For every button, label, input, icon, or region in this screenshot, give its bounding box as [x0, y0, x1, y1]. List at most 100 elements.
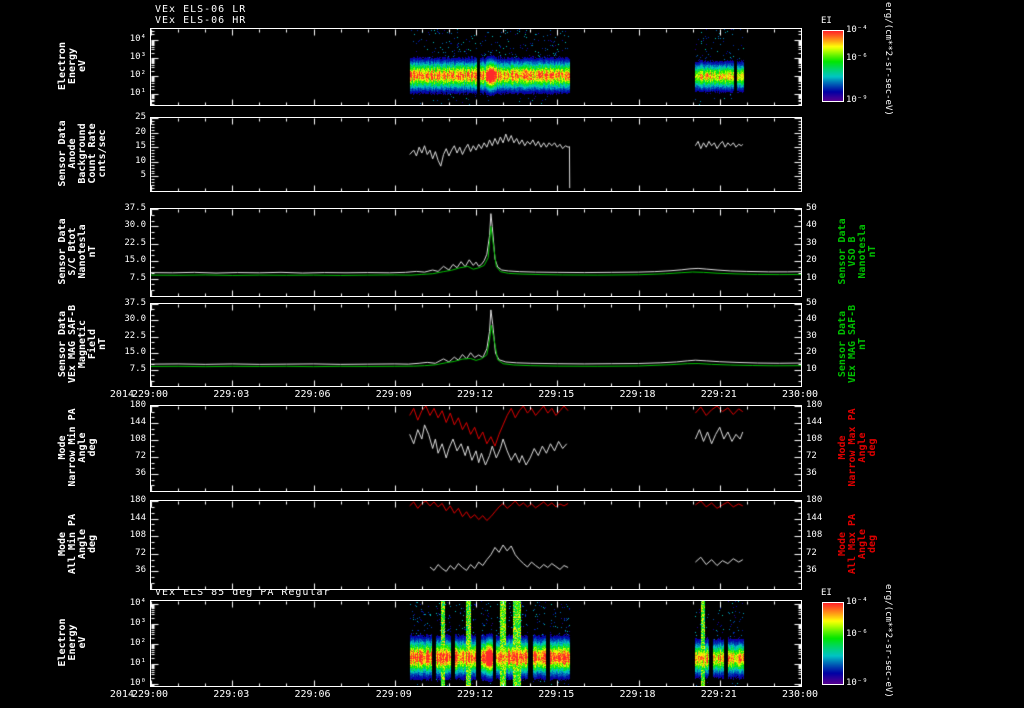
right-ytick-label: 10 — [806, 363, 817, 374]
panel1-title-els06-lr: VEx ELS-06 LR — [155, 4, 247, 15]
y-label-vex-mag-saf-b: Sensor Data VEx MAG SAF-B Magnetic Field… — [57, 304, 108, 384]
xtick-label: 229:03 — [213, 689, 250, 700]
y-label-sc-btot: Sensor Data S/C Btot Nanotesla nT — [57, 218, 98, 285]
right-ytick-label: 40 — [806, 314, 817, 325]
y-label-vso-b: Sensor Data VSO B Nanotesla nT — [837, 218, 878, 285]
ytick-label: 10 — [135, 155, 146, 166]
ytick-label: 5 — [140, 170, 146, 181]
panel-canvas-pa_narrow — [150, 405, 802, 492]
right-ytick-label: 30 — [806, 330, 817, 341]
xtick-label: 229:06 — [294, 389, 331, 400]
y-label-mag-saf-b-right: Sensor Data VEx MAG SAF-B nT — [837, 304, 868, 384]
xtick-label: 229:21 — [700, 689, 737, 700]
colorbar2-title: EI — [821, 588, 832, 598]
y-label-anode-background: Sensor Data Anode Background Count Rate … — [57, 120, 108, 187]
right-ytick-label: 50 — [806, 298, 817, 308]
panel-canvas-anode_background_count_rate — [150, 117, 802, 192]
right-ytick-label: 50 — [806, 203, 817, 213]
xtick-label: 229:21 — [700, 389, 737, 400]
xtick-label: 229:12 — [456, 689, 494, 700]
ytick-label: 37.5 — [124, 298, 146, 308]
right-ytick-label: 20 — [806, 255, 817, 266]
panel-canvas-vex_mag_saf_b — [150, 303, 802, 387]
ytick-label: 7.5 — [129, 272, 146, 283]
panel-canvas-els_06_spectrogram — [150, 28, 802, 106]
right-ytick-label: 144 — [806, 512, 823, 523]
ytick-label: 10¹ — [129, 658, 146, 668]
ytick-label: 10² — [129, 70, 146, 81]
ytick-label: 10⁴ — [129, 598, 146, 608]
ytick-label: 22.5 — [124, 237, 146, 248]
right-ytick-label: 108 — [806, 434, 823, 444]
xtick-label: 229:12 — [456, 389, 494, 400]
right-ytick-label: 144 — [806, 417, 823, 427]
panel-canvas-els_85deg_pa_spectrogram — [150, 600, 802, 687]
xtick-label: 229:06 — [294, 689, 331, 700]
colorbar-tick-label: 10⁻⁴ — [846, 597, 868, 607]
right-ytick-label: 10 — [806, 272, 817, 283]
colorbar-canvas-2 — [822, 602, 844, 685]
y-label-electron-energy-bottom: Electron Energy eV — [57, 618, 88, 667]
xtick-label: 229:18 — [619, 389, 656, 400]
xtick-label: 229:03 — [213, 389, 250, 400]
ytick-label: 25 — [135, 112, 146, 122]
colorbar2-unit-label: erg/(cm**2-sr-sec-eV) — [883, 584, 893, 698]
ytick-label: 72 — [135, 451, 146, 461]
right-ytick-label: 30 — [806, 237, 817, 248]
colorbar-tick-label: 10⁻⁹ — [846, 95, 868, 105]
right-ytick-label: 36 — [806, 468, 817, 478]
right-ytick-label: 180 — [806, 400, 823, 410]
colorbar-tick-label: 10⁻⁴ — [846, 25, 868, 35]
ytick-label: 36 — [135, 468, 146, 478]
right-ytick-label: 40 — [806, 220, 817, 231]
ytick-label: 10³ — [129, 51, 146, 62]
ytick-label: 15.0 — [124, 347, 146, 358]
ytick-label: 10² — [129, 638, 146, 648]
xtick-label: 229:00 — [131, 689, 169, 700]
right-ytick-label: 72 — [806, 451, 817, 461]
ytick-label: 36 — [135, 565, 146, 576]
right-ytick-label: 180 — [806, 495, 823, 505]
xtick-label: 230:00 — [781, 389, 819, 400]
right-ytick-label: 36 — [806, 565, 817, 576]
panel1-title-els06-hr: VEx ELS-06 HR — [155, 15, 247, 26]
colorbar-tick-label: 10⁻⁶ — [846, 53, 868, 63]
xtick-label: 229:18 — [619, 689, 656, 700]
panel-canvas-pa_all — [150, 500, 802, 590]
y-label-narrow-min-pa: Mode Narrow Min PA Angle deg — [57, 408, 98, 487]
ytick-label: 10¹ — [129, 88, 146, 99]
ytick-label: 10⁰ — [129, 678, 146, 688]
ytick-label: 180 — [129, 495, 146, 505]
colorbar-tick-label: 10⁻⁹ — [846, 678, 868, 688]
y-label-electron-energy-top: Electron Energy eV — [57, 41, 88, 91]
year-label-mid: 2014 — [109, 389, 134, 400]
ytick-label: 72 — [135, 547, 146, 558]
xtick-label: 229:09 — [375, 689, 412, 700]
ytick-label: 144 — [129, 417, 146, 427]
ytick-label: 108 — [129, 434, 146, 444]
ytick-label: 7.5 — [129, 363, 146, 374]
xtick-label: 229:09 — [375, 389, 412, 400]
colorbar1-unit-label: erg/(cm**2-sr-sec-eV) — [883, 2, 893, 116]
ytick-label: 30.0 — [124, 220, 146, 231]
ytick-label: 15.0 — [124, 255, 146, 266]
year-label-bottom: 2014 — [109, 689, 134, 700]
xtick-label: 229:15 — [538, 389, 575, 400]
colorbar1-title: EI — [821, 16, 832, 26]
ytick-label: 22.5 — [124, 330, 146, 341]
panel-canvas-sc_btot — [150, 208, 802, 297]
ytick-label: 15 — [135, 141, 146, 152]
right-ytick-label: 20 — [806, 347, 817, 358]
y-label-all-max-pa: Mode All Max PA Angle deg — [837, 513, 878, 575]
y-label-narrow-max-pa: Mode Narrow Max PA Angle deg — [837, 408, 878, 487]
ytick-label: 20 — [135, 126, 146, 137]
ytick-label: 180 — [129, 400, 146, 410]
colorbar-tick-label: 10⁻⁶ — [846, 629, 868, 640]
right-ytick-label: 72 — [806, 547, 817, 558]
ytick-label: 30.0 — [124, 314, 146, 325]
panel7-title-els-85deg: VEx ELS 85 deg PA Regular — [155, 587, 331, 598]
y-label-all-min-pa: Mode All Min PA Angle deg — [57, 513, 98, 575]
right-ytick-label: 108 — [806, 530, 823, 541]
ytick-label: 10⁴ — [129, 33, 146, 44]
